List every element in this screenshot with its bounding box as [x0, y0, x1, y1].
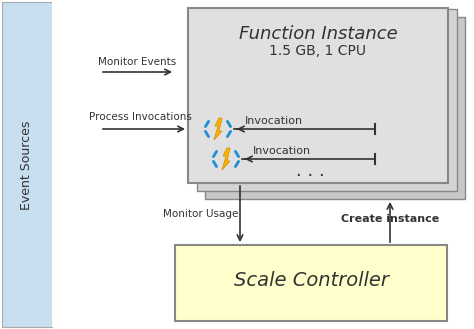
- Bar: [188, 8, 448, 183]
- Bar: [2, 2, 52, 327]
- Text: Function Instance: Function Instance: [238, 25, 397, 43]
- Text: Create instance: Create instance: [341, 214, 439, 224]
- Text: 1.5 GB, 1 CPU: 1.5 GB, 1 CPU: [270, 44, 366, 58]
- Polygon shape: [214, 118, 222, 140]
- Text: Process Invocations: Process Invocations: [89, 112, 191, 122]
- Bar: [52, 2, 472, 327]
- Text: Monitor Usage: Monitor Usage: [163, 209, 238, 219]
- Text: Monitor Events: Monitor Events: [98, 57, 176, 67]
- Text: Event Sources: Event Sources: [20, 120, 34, 210]
- Text: Invocation: Invocation: [245, 116, 303, 126]
- Text: . . .: . . .: [296, 162, 324, 180]
- Bar: [175, 245, 447, 321]
- Text: Scale Controller: Scale Controller: [234, 271, 388, 291]
- Bar: [197, 9, 457, 191]
- Bar: [205, 17, 465, 199]
- Text: Invocation: Invocation: [253, 146, 311, 156]
- Polygon shape: [222, 148, 230, 170]
